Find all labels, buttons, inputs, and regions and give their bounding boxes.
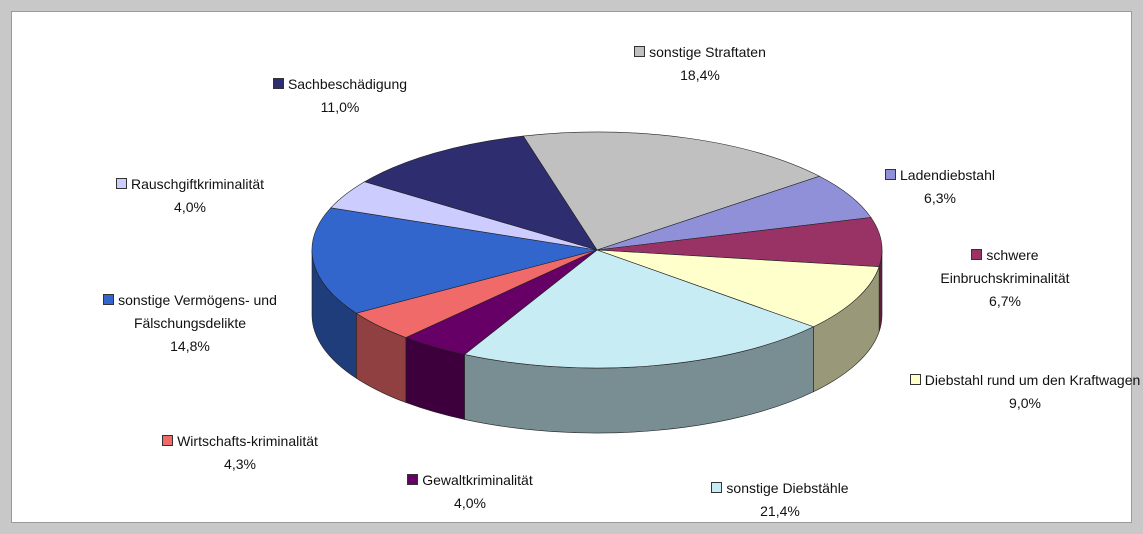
- category-label: Wirtschafts-kriminalität: [177, 433, 318, 449]
- legend-swatch: [634, 46, 646, 57]
- value-label: 4,0%: [174, 199, 206, 215]
- slice: [596, 175, 872, 251]
- slice-label: Rauschgiftkriminalität 4,0%: [70, 173, 310, 219]
- slice-label: Gewaltkriminalität 4,0%: [370, 469, 570, 515]
- value-label: 14,8%: [170, 338, 210, 354]
- category-label: sonstige Straftaten: [649, 44, 766, 60]
- category-label: sonstige Diebstähle: [726, 480, 849, 496]
- slice-label: sonstige Straftaten 18,4%: [590, 41, 810, 87]
- legend-swatch: [272, 78, 284, 89]
- category-label: sonstige Vermögens- und Fälschungsdelikt…: [118, 292, 277, 331]
- value-label: 6,7%: [989, 293, 1021, 309]
- slice-label: sonstige Vermögens- und Fälschungsdelikt…: [75, 289, 305, 358]
- legend-swatch: [909, 374, 921, 385]
- legend-swatch: [885, 169, 896, 180]
- slice-label: Sachbeschädigung 11,0%: [225, 73, 455, 119]
- category-label: Diebstahl rund um den Kraftwagen: [924, 372, 1141, 388]
- value-label: 18,4%: [680, 67, 720, 83]
- slice: [596, 217, 883, 268]
- value-label: 11,0%: [320, 99, 360, 115]
- category-label: Ladendiebstahl: [900, 167, 995, 183]
- slice-label: Diebstahl rund um den Kraftwagen 9,0%: [900, 369, 1143, 415]
- slice: [596, 249, 880, 328]
- slice-label: Wirtschafts-kriminalität 4,3%: [120, 430, 360, 476]
- value-label: 4,3%: [224, 456, 256, 472]
- category-label: Sachbeschädigung: [287, 76, 408, 92]
- legend-swatch: [711, 482, 723, 493]
- legend-swatch: [407, 474, 419, 485]
- value-label: 4,0%: [454, 495, 486, 511]
- slice: [522, 131, 821, 251]
- category-label: Gewaltkriminalität: [422, 472, 533, 488]
- category-label: schwere Einbruchskriminalität: [940, 247, 1070, 286]
- value-label: 21,4%: [760, 503, 800, 519]
- slice-label: schwere Einbruchskriminalität 6,7%: [905, 244, 1105, 313]
- slice: [311, 207, 598, 314]
- legend-swatch: [115, 178, 127, 189]
- legend-swatch: [971, 249, 983, 260]
- slice: [363, 135, 598, 251]
- slice-label: Ladendiebstahl 6,3%: [860, 164, 1020, 210]
- slice-label: sonstige Diebstähle 21,4%: [670, 477, 890, 523]
- legend-swatch: [103, 294, 115, 305]
- slice: [463, 249, 815, 369]
- value-label: 9,0%: [1009, 395, 1041, 411]
- value-label: 6,3%: [924, 190, 956, 206]
- legend-swatch: [162, 435, 174, 446]
- category-label: Rauschgiftkriminalität: [130, 176, 265, 192]
